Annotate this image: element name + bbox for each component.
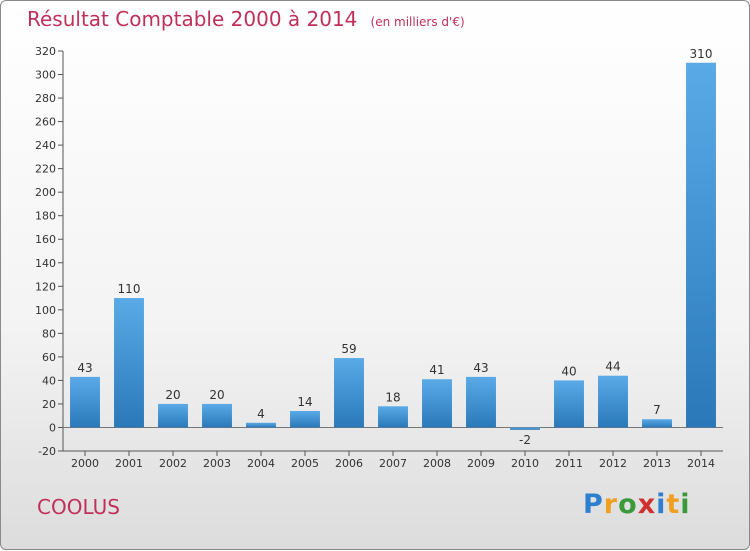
chart-labels: 43 110 20 20 4 14 59 18 41 43 -2 40 44 7 310 [77,47,712,447]
y-tick-label: 200 [35,186,56,199]
data-label: 20 [209,388,224,402]
title-main: Résultat Comptable 2000 à 2014 [27,7,358,31]
y-tick-label: 140 [35,257,56,270]
x-tick-label: 2001 [115,457,143,470]
data-label: 40 [561,364,576,378]
bar-2006 [334,358,364,428]
data-label: 14 [297,395,312,409]
x-tick-label: 2006 [335,457,363,470]
data-label: 43 [77,361,92,375]
data-label: 44 [605,360,620,374]
bar-2001 [114,298,144,428]
x-tick-label: 2014 [687,457,715,470]
y-tick-label: 0 [49,421,56,434]
bar-2009 [466,376,496,428]
y-tick-label: 100 [35,304,56,317]
bar-2003 [202,403,232,428]
data-label: 310 [690,47,713,61]
x-tick-label: 2013 [643,457,671,470]
chart-axes: -200204060801001201401601802002202402602… [35,45,723,470]
x-tick-label: 2010 [511,457,539,470]
x-tick-label: 2003 [203,457,231,470]
bar-2014 [686,62,716,428]
y-tick-label: 280 [35,92,56,105]
title-unit: (en milliers d'€) [370,15,465,29]
bar-2004 [246,422,276,428]
x-tick-label: 2009 [467,457,495,470]
x-tick-label: 2005 [291,457,319,470]
y-tick-label: 160 [35,233,56,246]
bar-2010 [510,427,540,430]
y-tick-label: 180 [35,210,56,223]
x-tick-label: 2004 [247,457,275,470]
y-tick-label: 120 [35,280,56,293]
y-tick-label: 40 [42,374,56,387]
y-tick-label: 260 [35,116,56,129]
data-label: -2 [519,433,531,447]
bar-2008 [422,379,452,428]
x-tick-label: 2008 [423,457,451,470]
data-label: 110 [118,282,141,296]
bar-2005 [290,411,320,428]
proxiti-logo: Proxiti [583,489,691,520]
data-label: 4 [257,407,265,421]
data-label: 7 [653,403,661,417]
x-tick-label: 2011 [555,457,583,470]
y-tick-label: 300 [35,69,56,82]
bar-2002 [158,403,188,428]
y-tick-label: 220 [35,163,56,176]
y-tick-label: 240 [35,139,56,152]
y-tick-label: 80 [42,327,56,340]
data-label: 20 [165,388,180,402]
bar-2007 [378,406,408,428]
y-tick-label: 320 [35,45,56,58]
bar-2013 [642,419,672,428]
chart-bars [70,62,716,430]
x-tick-label: 2007 [379,457,407,470]
y-tick-label: 60 [42,351,56,364]
data-label: 41 [429,363,444,377]
x-tick-label: 2000 [71,457,99,470]
commune-name: COOLUS [37,495,120,519]
x-tick-label: 2002 [159,457,187,470]
y-tick-label: 20 [42,398,56,411]
bar-2011 [554,380,584,428]
bar-2012 [598,375,628,428]
data-label: 18 [385,390,400,404]
x-tick-label: 2012 [599,457,627,470]
data-label: 43 [473,361,488,375]
data-label: 59 [341,342,356,356]
chart-title: Résultat Comptable 2000 à 2014 (en milli… [27,7,465,31]
y-tick-label: -20 [38,445,56,458]
bar-2000 [70,376,100,428]
